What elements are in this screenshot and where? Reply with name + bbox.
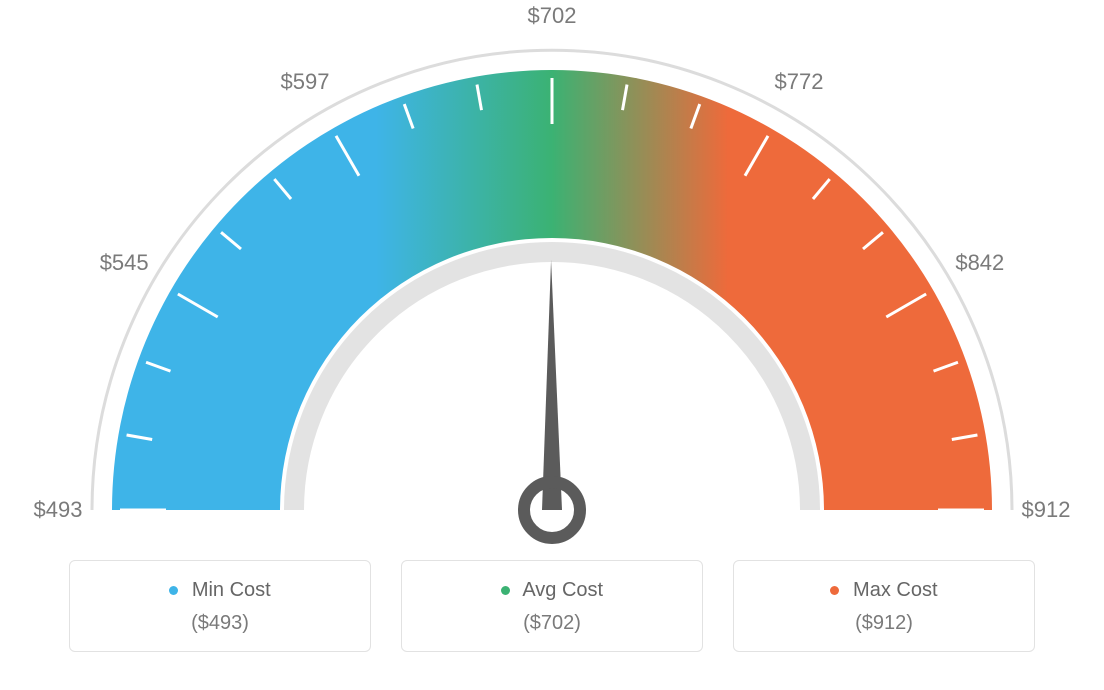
legend-row: Min Cost ($493) Avg Cost ($702) Max Cost…	[0, 560, 1104, 652]
legend-dot-max	[830, 586, 839, 595]
gauge-tick-label: $842	[955, 250, 1004, 276]
legend-value-max: ($912)	[734, 612, 1034, 635]
legend-card-min: Min Cost ($493)	[69, 560, 371, 652]
gauge-tick-label: $545	[100, 250, 149, 276]
legend-title-min: Min Cost	[70, 579, 370, 602]
legend-title-max: Max Cost	[734, 579, 1034, 602]
gauge-tick-label: $772	[775, 69, 824, 95]
legend-title-avg: Avg Cost	[402, 579, 702, 602]
legend-dot-min	[169, 586, 178, 595]
legend-dot-avg	[501, 586, 510, 595]
gauge-tick-label: $597	[281, 69, 330, 95]
gauge-chart: $493 $545 $597 $702 $772 $842 $912	[0, 0, 1104, 560]
legend-card-max: Max Cost ($912)	[733, 560, 1035, 652]
legend-value-min: ($493)	[70, 612, 370, 635]
legend-title-text-min: Min Cost	[192, 579, 271, 601]
gauge-tick-label: $493	[34, 497, 83, 523]
gauge-tick-label: $912	[1022, 497, 1071, 523]
legend-card-avg: Avg Cost ($702)	[401, 560, 703, 652]
gauge-svg	[0, 0, 1104, 560]
legend-title-text-avg: Avg Cost	[522, 579, 603, 601]
legend-title-text-max: Max Cost	[853, 579, 937, 601]
legend-value-avg: ($702)	[402, 612, 702, 635]
gauge-tick-label: $702	[528, 3, 577, 29]
